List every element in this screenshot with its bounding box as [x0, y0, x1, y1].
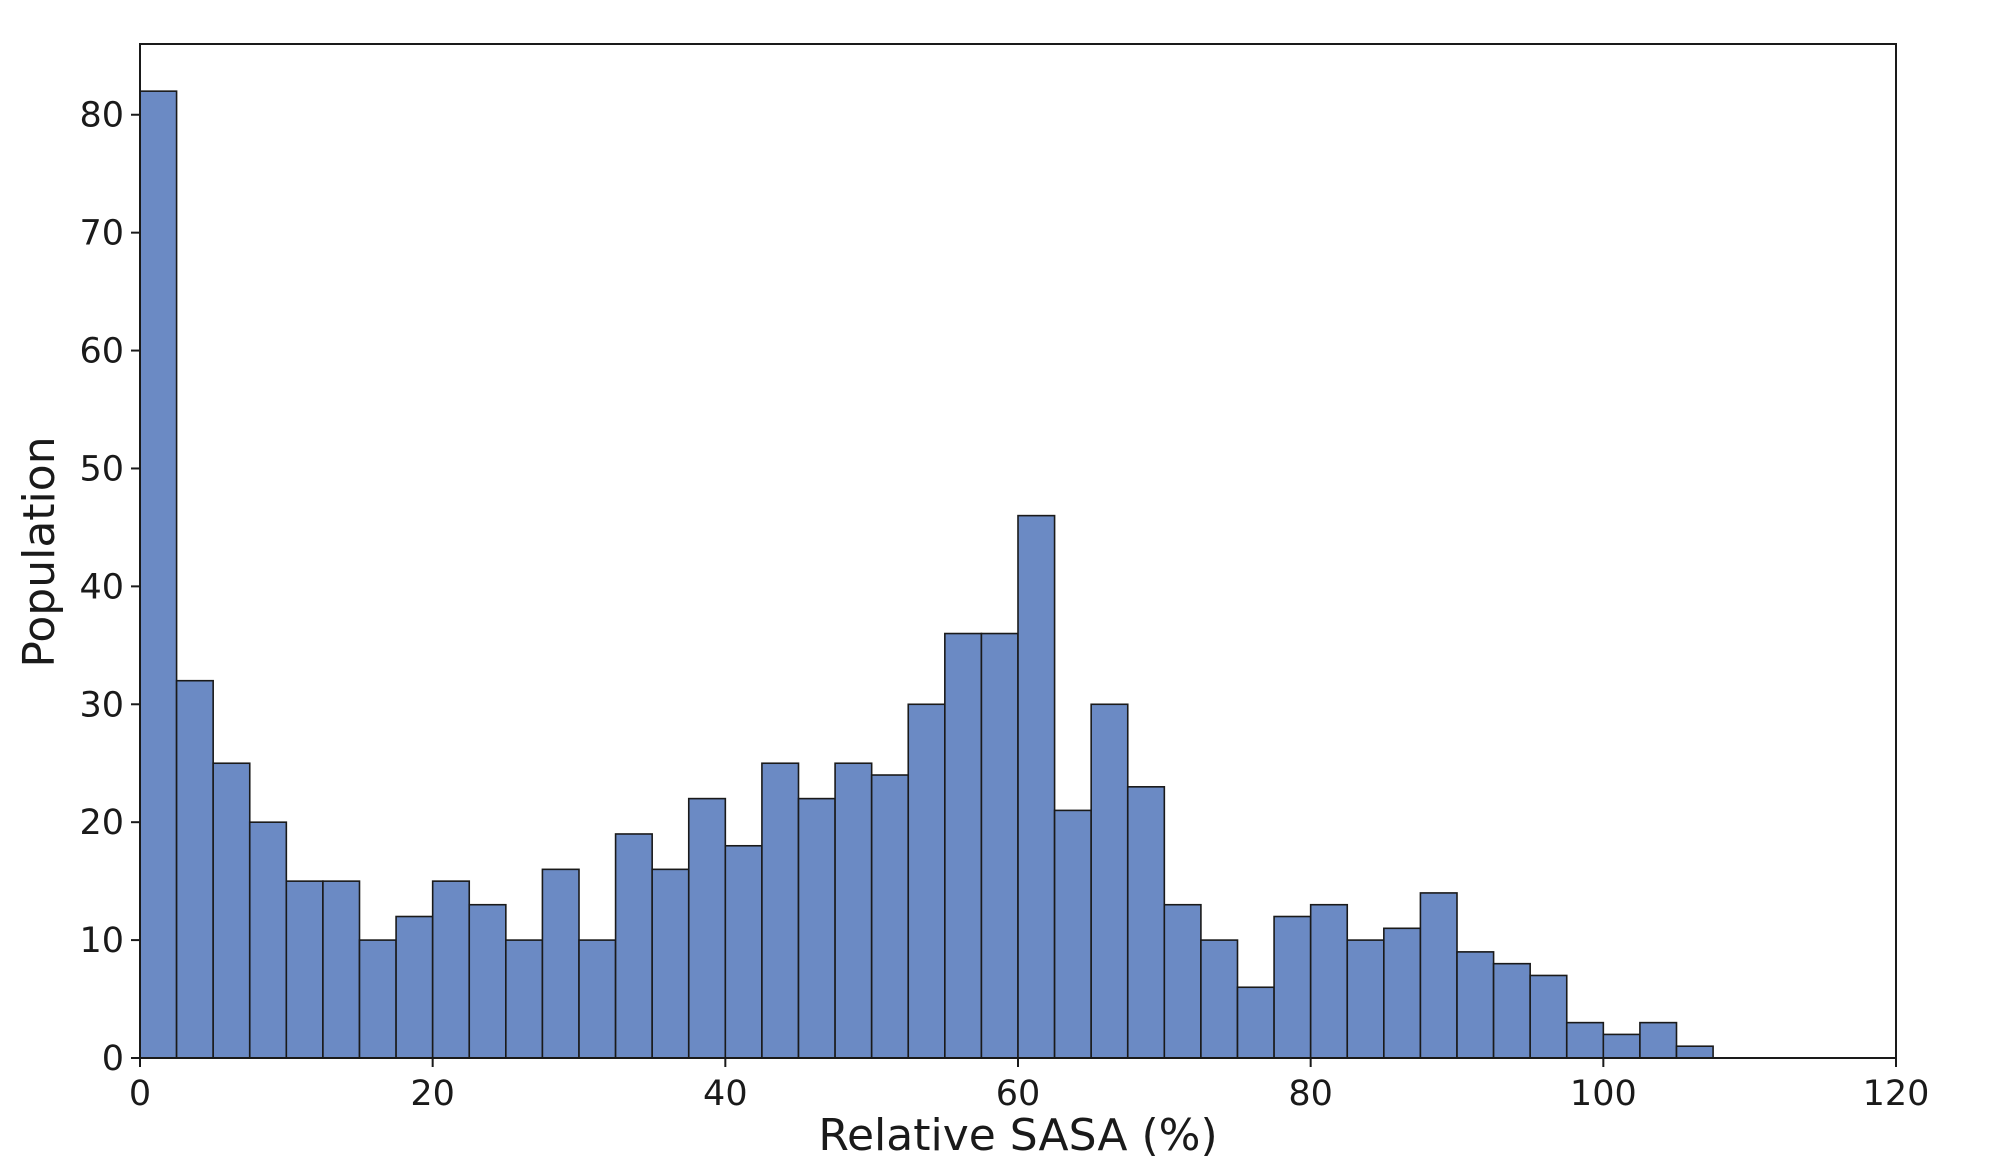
histogram-bar: [1017, 514, 1056, 1059]
histogram-bar: [1309, 903, 1349, 1059]
histogram-bar: [1236, 986, 1275, 1059]
histogram-bar: [578, 939, 617, 1059]
histogram-bar: [1565, 1021, 1605, 1059]
x-axis-ticks: 0 20 40 60 80 100 120: [129, 1058, 1930, 1114]
histogram-bar: [1675, 1045, 1714, 1059]
y-axis-title: Population: [14, 436, 65, 667]
x-axis-title: Relative SASA (%): [818, 1110, 1217, 1161]
x-tick-label: 20: [410, 1074, 455, 1114]
histogram-bar: [1053, 809, 1092, 1059]
y-tick-label: 60: [79, 332, 124, 372]
x-tick-label: 80: [1288, 1074, 1333, 1114]
histogram-bar: [431, 880, 471, 1059]
histogram-bar: [1090, 703, 1129, 1059]
histogram-bar: [175, 679, 214, 1059]
histogram-bar: [1383, 927, 1422, 1059]
histogram-bar: [834, 762, 873, 1059]
histogram-bars: [139, 90, 1714, 1059]
histogram-bar: [907, 703, 946, 1059]
histogram-bar: [248, 821, 288, 1059]
x-tick-label: 120: [1863, 1074, 1930, 1114]
histogram-bar: [1346, 939, 1385, 1059]
histogram-bar: [285, 880, 324, 1059]
histogram-bar: [358, 939, 397, 1059]
histogram-bar: [797, 797, 836, 1059]
histogram-bar: [1163, 903, 1202, 1059]
histogram-bar: [651, 868, 690, 1059]
histogram-bar: [944, 632, 983, 1059]
x-tick-label: 40: [703, 1074, 748, 1114]
histogram-bar: [1529, 974, 1568, 1059]
histogram-bar: [870, 774, 910, 1059]
histogram-bar: [980, 632, 1019, 1059]
y-tick-label: 30: [79, 685, 124, 725]
histogram-bar: [761, 762, 800, 1059]
x-tick-label: 100: [1570, 1074, 1637, 1114]
y-tick-label: 20: [79, 803, 124, 843]
histogram-bar: [395, 915, 434, 1059]
histogram-bar: [687, 797, 727, 1059]
x-tick-label: 0: [129, 1074, 151, 1114]
y-tick-label: 80: [79, 96, 124, 136]
histogram-bar: [1200, 939, 1239, 1059]
histogram-bar: [541, 868, 580, 1059]
histogram-bar: [1602, 1033, 1641, 1059]
y-tick-label: 10: [79, 921, 124, 961]
histogram-bar: [212, 762, 251, 1059]
y-tick-label: 70: [79, 214, 124, 254]
histogram-bar: [1639, 1021, 1678, 1059]
y-tick-label: 50: [79, 449, 124, 489]
histogram-bar: [614, 833, 653, 1059]
histogram-bar: [1492, 962, 1531, 1059]
histogram-bar: [505, 939, 544, 1059]
histogram-bar: [1419, 892, 1458, 1059]
histogram-bar: [468, 903, 507, 1059]
y-tick-label: 40: [79, 567, 124, 607]
y-axis-ticks: 0 10 20 30 40 50 60 70 80: [79, 96, 140, 1079]
histogram-bar: [724, 844, 763, 1059]
histogram-bar: [139, 90, 178, 1059]
y-tick-label: 0: [102, 1039, 124, 1079]
histogram-bar: [1456, 951, 1495, 1059]
histogram-bar: [1126, 786, 1166, 1059]
x-tick-label: 60: [996, 1074, 1041, 1114]
histogram-bar: [1273, 915, 1312, 1059]
histogram-bar: [322, 880, 361, 1059]
